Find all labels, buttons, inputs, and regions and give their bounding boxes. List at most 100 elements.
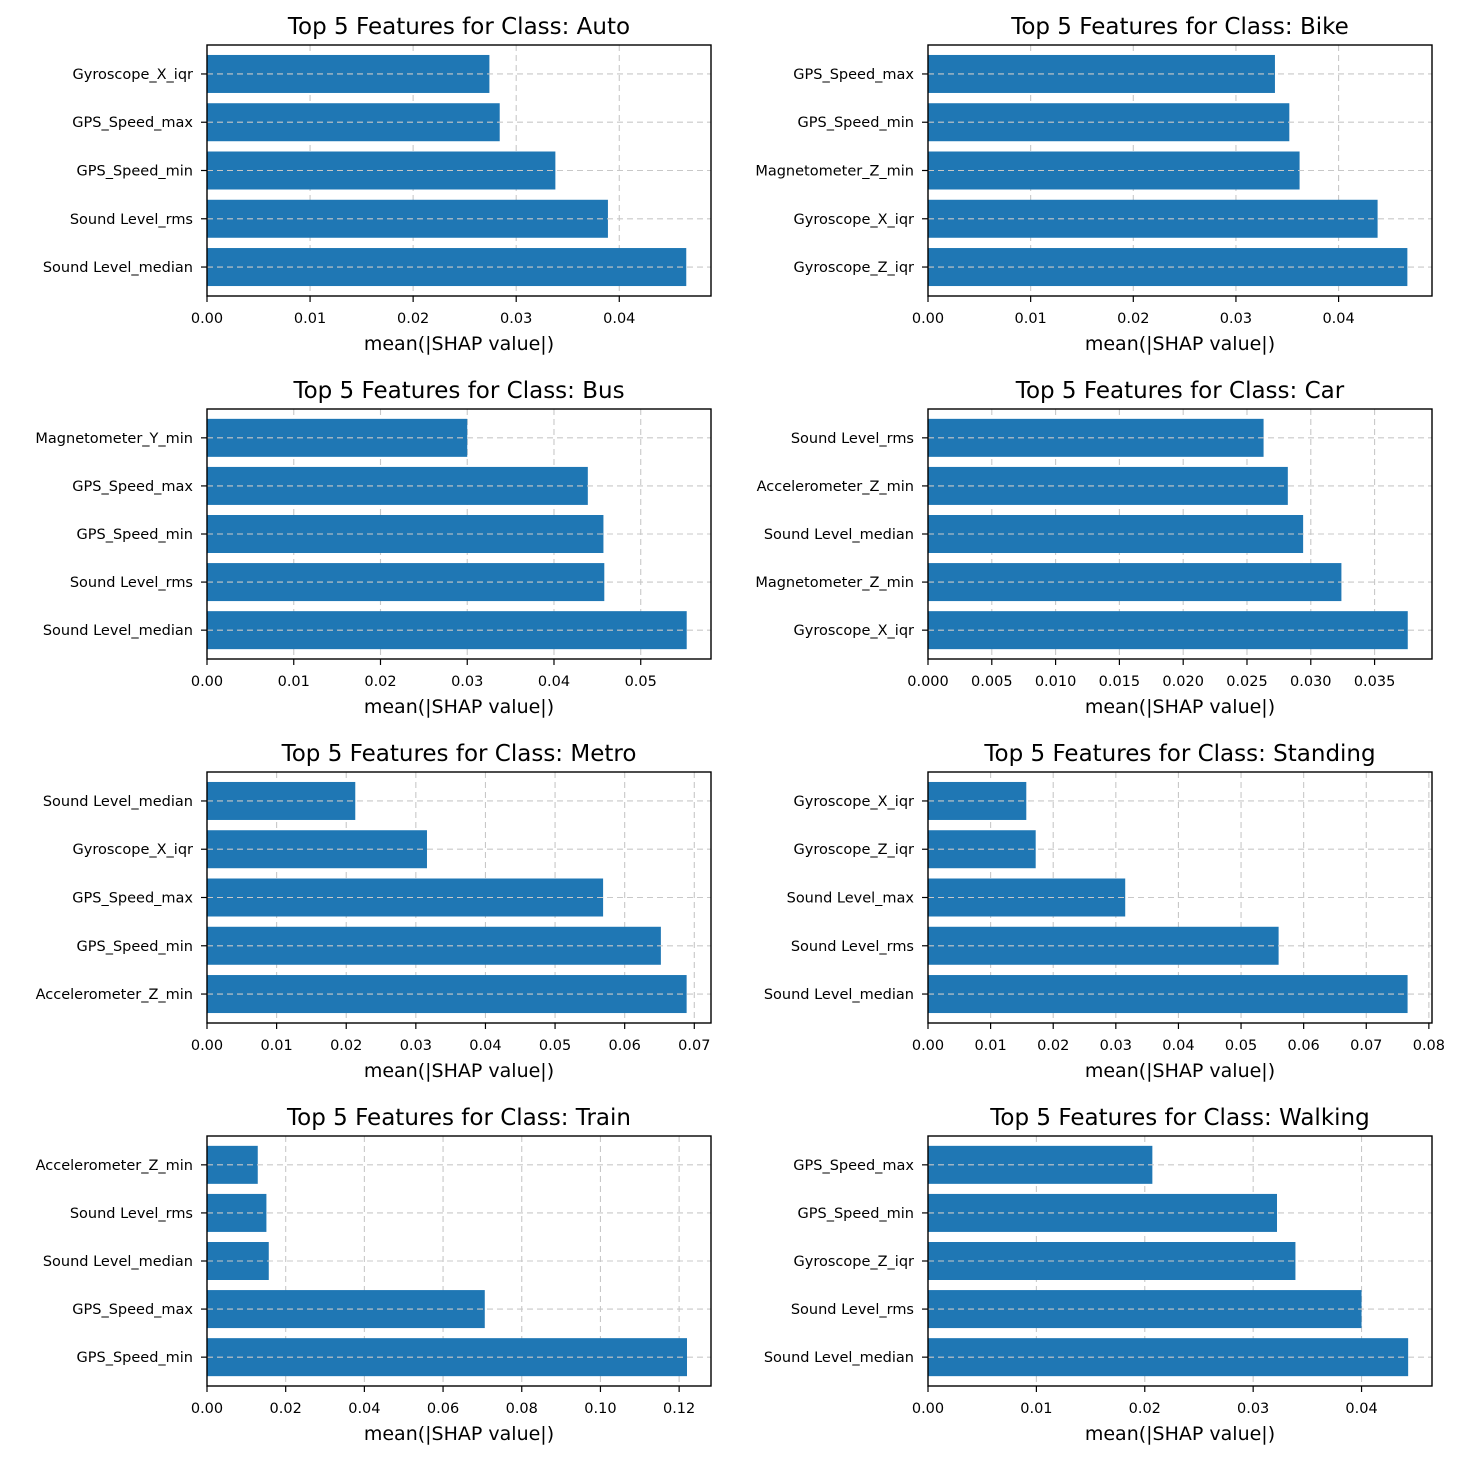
x-tick-label: 0.00 — [912, 311, 944, 327]
y-tick-label: Accelerometer_Z_min — [36, 1158, 193, 1174]
x-tick-label: 0.00 — [191, 1401, 223, 1417]
x-axis-label: mean(|SHAP value|) — [364, 333, 554, 355]
bar — [207, 975, 687, 1014]
y-tick-label: GPS_Speed_max — [72, 479, 193, 495]
x-axis-label: mean(|SHAP value|) — [1085, 1423, 1275, 1445]
chart-title: Top 5 Features for Class: Auto — [287, 14, 630, 40]
y-tick-label: Sound Level_rms — [791, 431, 914, 447]
chart-title: Top 5 Features for Class: Bus — [292, 378, 624, 404]
x-axis-label: mean(|SHAP value|) — [364, 1423, 554, 1445]
x-tick-label: 0.000 — [907, 674, 949, 690]
x-tick-label: 0.020 — [1162, 674, 1204, 690]
x-tick-label: 0.03 — [400, 1038, 432, 1054]
x-tick-label: 0.01 — [278, 674, 310, 690]
y-tick-label: GPS_Speed_min — [77, 939, 193, 955]
bar — [928, 878, 1126, 917]
y-tick-label: Sound Level_rms — [791, 1302, 914, 1318]
x-tick-label: 0.02 — [364, 674, 396, 690]
subplot-2: Top 5 Features for Class: Bike Gyroscope_… — [755, 14, 1433, 355]
y-tick-label: Magnetometer_Y_min — [35, 431, 193, 447]
x-tick-label: 0.07 — [1350, 1038, 1382, 1054]
subplot-3: Top 5 Features for Class: Bus Sound Level… — [35, 378, 712, 718]
y-tick-label: Magnetometer_Z_min — [755, 575, 914, 591]
x-tick-label: 0.00 — [191, 1038, 223, 1054]
x-tick-label: 0.00 — [912, 1038, 944, 1054]
subplot-8: Top 5 Features for Class: Walking Sound L… — [764, 1105, 1433, 1445]
x-tick-label: 0.03 — [1100, 1038, 1132, 1054]
y-tick-label: Sound Level_rms — [70, 212, 193, 228]
x-tick-label: 0.10 — [584, 1401, 616, 1417]
x-tick-label: 0.08 — [506, 1401, 538, 1417]
y-tick-label: GPS_Speed_max — [72, 1302, 193, 1318]
x-tick-label: 0.03 — [451, 674, 483, 690]
x-tick-label: 0.02 — [1117, 311, 1149, 327]
x-axis-label: mean(|SHAP value|) — [364, 696, 554, 718]
x-tick-label: 0.005 — [971, 674, 1013, 690]
bar — [928, 466, 1288, 505]
x-tick-label: 0.015 — [1099, 674, 1141, 690]
x-tick-label: 0.05 — [539, 1038, 571, 1054]
chart-title: Top 5 Features for Class: Car — [1015, 378, 1345, 404]
y-tick-label: Sound Level_median — [43, 623, 193, 639]
y-tick-label: Gyroscope_X_iqr — [73, 842, 194, 858]
y-tick-label: Magnetometer_Z_min — [755, 164, 914, 180]
y-tick-label: Sound Level_median — [43, 260, 193, 276]
x-tick-label: 0.02 — [330, 1038, 362, 1054]
x-axis-label: mean(|SHAP value|) — [1085, 333, 1275, 355]
y-tick-label: GPS_Speed_min — [77, 164, 193, 180]
y-tick-label: Sound Level_rms — [791, 939, 914, 955]
y-tick-label: Gyroscope_X_iqr — [794, 623, 915, 639]
x-tick-label: 0.04 — [538, 674, 570, 690]
y-tick-label: Gyroscope_X_iqr — [794, 212, 915, 228]
y-tick-label: Sound Level_median — [43, 794, 193, 810]
y-tick-label: Sound Level_median — [43, 1254, 193, 1270]
x-tick-label: 0.03 — [500, 311, 532, 327]
x-tick-label: 0.07 — [678, 1038, 710, 1054]
x-tick-label: 0.06 — [427, 1401, 459, 1417]
x-tick-label: 0.00 — [912, 1401, 944, 1417]
x-tick-label: 0.01 — [974, 1038, 1006, 1054]
x-tick-label: 0.03 — [1237, 1401, 1269, 1417]
y-tick-label: Sound Level_rms — [70, 575, 193, 591]
y-tick-label: Gyroscope_X_iqr — [73, 67, 194, 83]
bar — [928, 515, 1304, 553]
bar — [928, 248, 1408, 287]
y-tick-label: GPS_Speed_min — [77, 1350, 193, 1366]
y-tick-label: Accelerometer_Z_min — [757, 479, 914, 495]
y-tick-label: Gyroscope_Z_iqr — [794, 260, 915, 276]
x-axis-label: mean(|SHAP value|) — [364, 1060, 554, 1082]
x-tick-label: 0.01 — [1014, 311, 1046, 327]
x-tick-label: 0.01 — [260, 1038, 292, 1054]
x-tick-label: 0.06 — [1288, 1038, 1320, 1054]
x-axis-label: mean(|SHAP value|) — [1085, 1060, 1275, 1082]
subplot-7: Top 5 Features for Class: Train GPS_Speed… — [36, 1105, 712, 1445]
x-tick-label: 0.12 — [663, 1401, 695, 1417]
chart-title: Top 5 Features for Class: Standing — [983, 741, 1375, 767]
y-tick-label: GPS_Speed_min — [77, 527, 193, 543]
x-tick-label: 0.00 — [191, 674, 223, 690]
x-tick-label: 0.04 — [1322, 311, 1354, 327]
y-tick-label: Gyroscope_Z_iqr — [794, 1254, 915, 1270]
x-tick-label: 0.01 — [294, 311, 326, 327]
y-tick-label: GPS_Speed_max — [793, 1158, 914, 1174]
y-tick-label: Sound Level_median — [764, 527, 914, 543]
x-tick-label: 0.025 — [1226, 674, 1268, 690]
x-tick-label: 0.05 — [1225, 1038, 1257, 1054]
y-tick-label: GPS_Speed_min — [798, 115, 914, 131]
x-tick-label: 0.03 — [1220, 311, 1252, 327]
x-tick-label: 0.04 — [603, 311, 635, 327]
x-axis-label: mean(|SHAP value|) — [1085, 696, 1275, 718]
x-tick-label: 0.02 — [270, 1401, 302, 1417]
bar — [207, 878, 604, 917]
x-tick-label: 0.030 — [1290, 674, 1332, 690]
chart-title: Top 5 Features for Class: Walking — [989, 1105, 1369, 1131]
x-tick-label: 0.035 — [1354, 674, 1396, 690]
y-tick-label: Sound Level_median — [764, 1350, 914, 1366]
x-tick-label: 0.04 — [469, 1038, 501, 1054]
x-tick-label: 0.04 — [1162, 1038, 1194, 1054]
y-tick-label: Gyroscope_X_iqr — [794, 794, 915, 810]
chart-title: Top 5 Features for Class: Bike — [1010, 14, 1349, 40]
x-tick-label: 0.010 — [1035, 674, 1077, 690]
